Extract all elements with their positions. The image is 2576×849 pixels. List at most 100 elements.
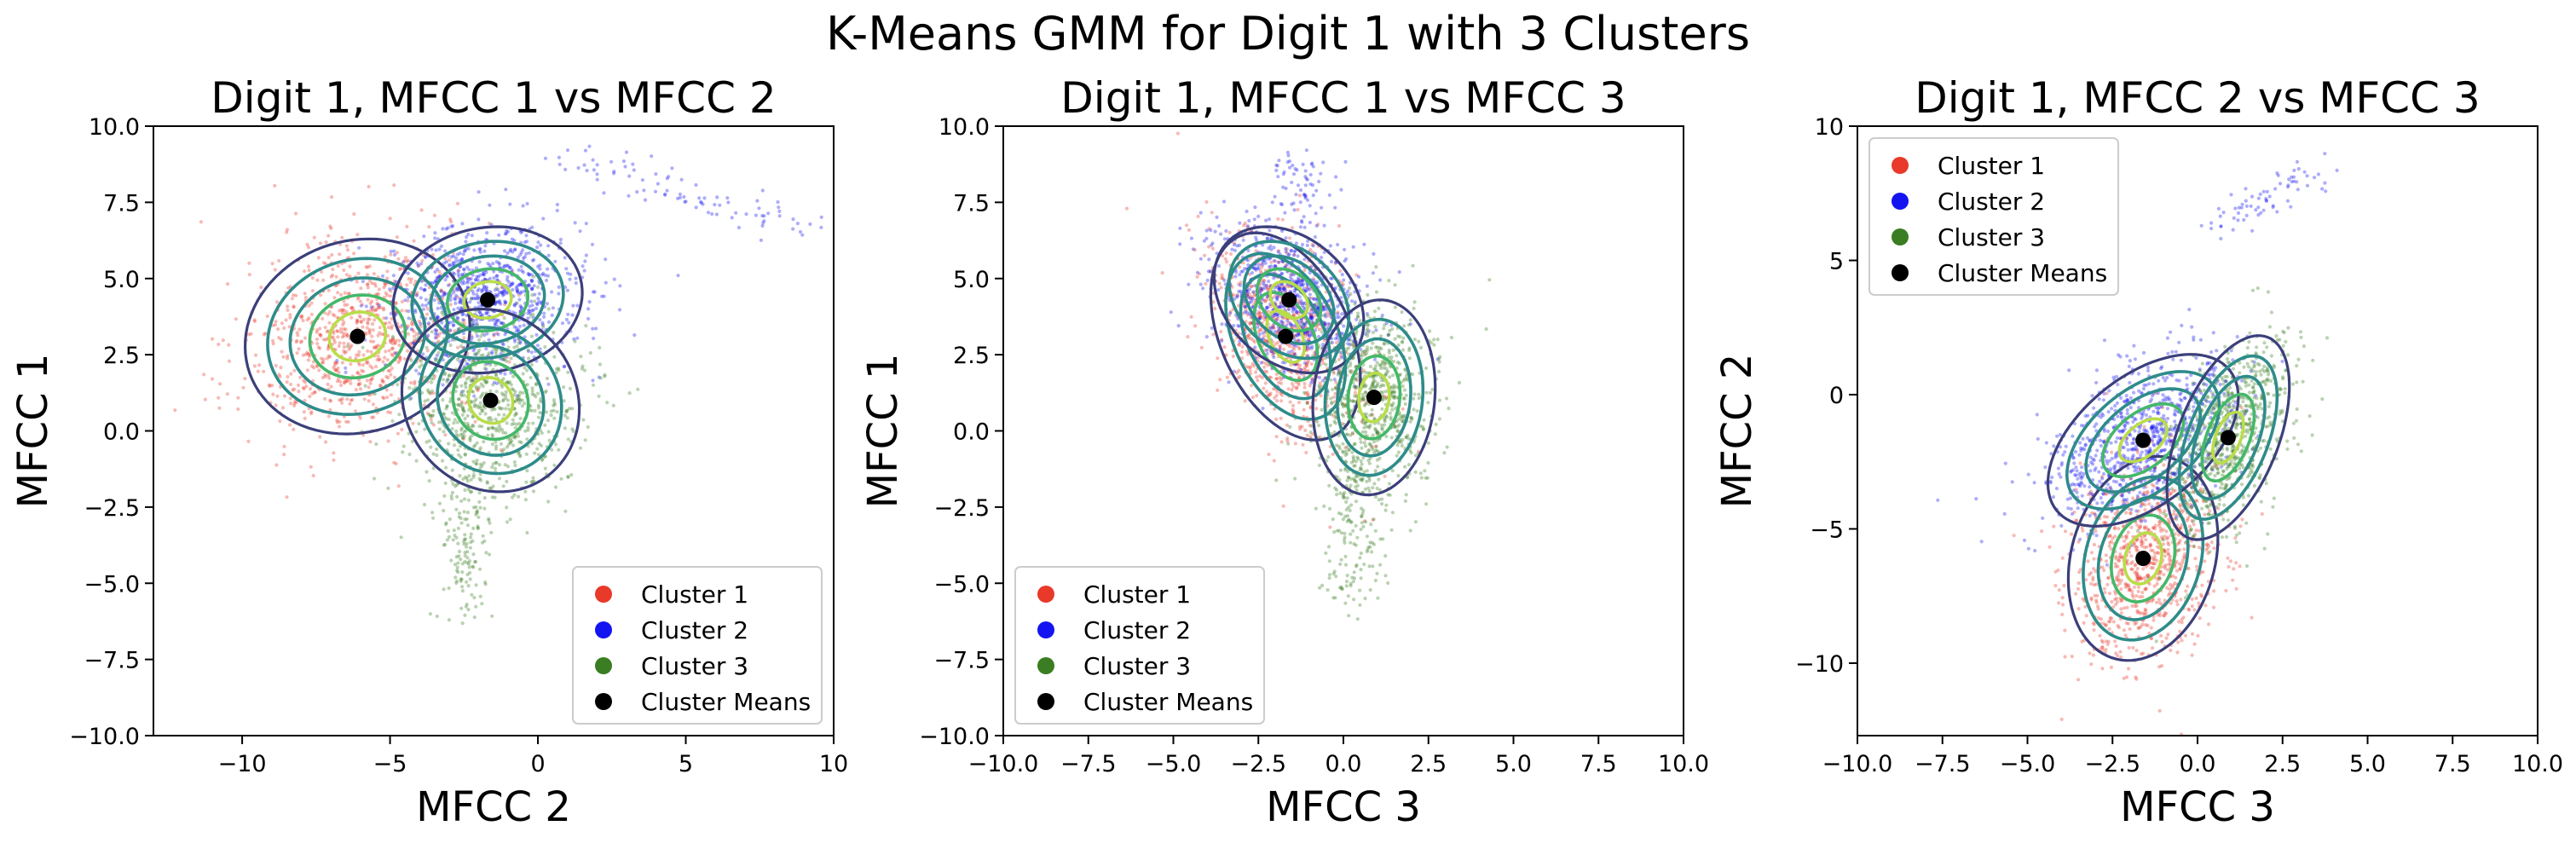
data-point — [417, 319, 421, 323]
data-point — [367, 317, 372, 321]
data-point — [598, 362, 603, 367]
data-point — [501, 393, 505, 397]
data-point — [488, 276, 493, 280]
data-point — [536, 415, 541, 419]
data-point — [451, 538, 455, 542]
data-point — [552, 416, 557, 420]
data-point — [501, 289, 506, 294]
data-point — [1291, 313, 1296, 317]
data-point — [316, 256, 321, 260]
data-point — [1274, 342, 1278, 346]
data-point — [1246, 333, 1250, 338]
data-point — [1230, 285, 1234, 289]
data-point — [526, 316, 530, 321]
cluster-means — [349, 292, 499, 408]
data-point — [1216, 356, 1220, 361]
data-point — [317, 368, 321, 373]
data-point — [226, 282, 230, 286]
data-point — [1321, 361, 1326, 366]
data-point — [444, 227, 448, 231]
data-point — [268, 384, 272, 389]
data-point — [332, 363, 337, 367]
data-point — [502, 249, 507, 253]
data-point — [1308, 315, 1313, 319]
data-point — [734, 211, 738, 215]
data-point — [450, 468, 454, 472]
data-point — [477, 309, 482, 314]
data-point — [1396, 429, 1401, 434]
data-point — [1388, 411, 1392, 415]
data-point — [1404, 374, 1408, 378]
data-point — [1303, 289, 1308, 293]
data-point — [483, 244, 488, 248]
data-point — [324, 374, 328, 378]
data-point — [309, 364, 315, 368]
data-point — [389, 252, 393, 257]
data-point — [523, 366, 527, 370]
data-point — [1304, 286, 1308, 290]
data-point — [503, 332, 507, 337]
data-point — [654, 172, 658, 176]
data-point — [388, 294, 392, 298]
data-point — [493, 466, 498, 471]
data-point — [433, 231, 437, 235]
data-point — [1279, 381, 1284, 385]
data-point — [1362, 398, 1366, 402]
data-point — [292, 403, 297, 407]
data-point — [1361, 524, 1366, 528]
data-point — [584, 324, 588, 328]
data-point — [519, 230, 523, 234]
data-point — [1344, 257, 1349, 261]
data-point — [459, 307, 464, 311]
data-point — [791, 227, 795, 231]
data-point — [558, 237, 563, 242]
data-point — [303, 416, 307, 420]
data-point — [464, 604, 469, 609]
data-point — [288, 315, 292, 320]
data-point — [1297, 278, 1301, 282]
data-point — [497, 476, 502, 481]
data-point — [423, 288, 427, 292]
data-point — [430, 247, 434, 251]
data-point — [565, 271, 570, 275]
data-point — [477, 287, 481, 292]
data-point — [471, 292, 476, 296]
data-point — [348, 264, 352, 269]
data-point — [339, 292, 344, 297]
data-point — [338, 379, 343, 384]
data-point — [352, 212, 356, 217]
data-point — [1343, 449, 1348, 453]
data-point — [1328, 525, 1332, 529]
data-point — [570, 407, 575, 411]
data-point — [344, 370, 348, 374]
data-point — [1294, 241, 1298, 245]
data-point — [1175, 131, 1180, 136]
data-point — [413, 382, 417, 386]
data-point — [1237, 289, 1241, 293]
data-point — [590, 242, 595, 246]
data-point — [458, 300, 463, 305]
data-point — [340, 401, 344, 405]
data-point — [1380, 313, 1384, 318]
data-point — [488, 203, 492, 207]
data-point — [499, 407, 503, 411]
data-point — [327, 309, 332, 314]
data-point — [454, 579, 459, 583]
data-point — [385, 276, 390, 280]
data-point — [1220, 338, 1224, 343]
data-point — [1342, 324, 1346, 328]
data-point — [1259, 327, 1263, 332]
data-point — [425, 349, 430, 353]
data-point — [296, 333, 300, 338]
data-point — [459, 579, 463, 584]
data-point — [425, 411, 430, 415]
data-point — [361, 369, 366, 373]
data-point — [546, 274, 551, 278]
data-point — [431, 377, 436, 381]
data-point — [1274, 163, 1279, 167]
data-point — [424, 283, 428, 287]
data-point — [1220, 273, 1224, 277]
data-point — [656, 182, 661, 186]
data-point — [482, 286, 487, 290]
data-point — [466, 232, 471, 237]
